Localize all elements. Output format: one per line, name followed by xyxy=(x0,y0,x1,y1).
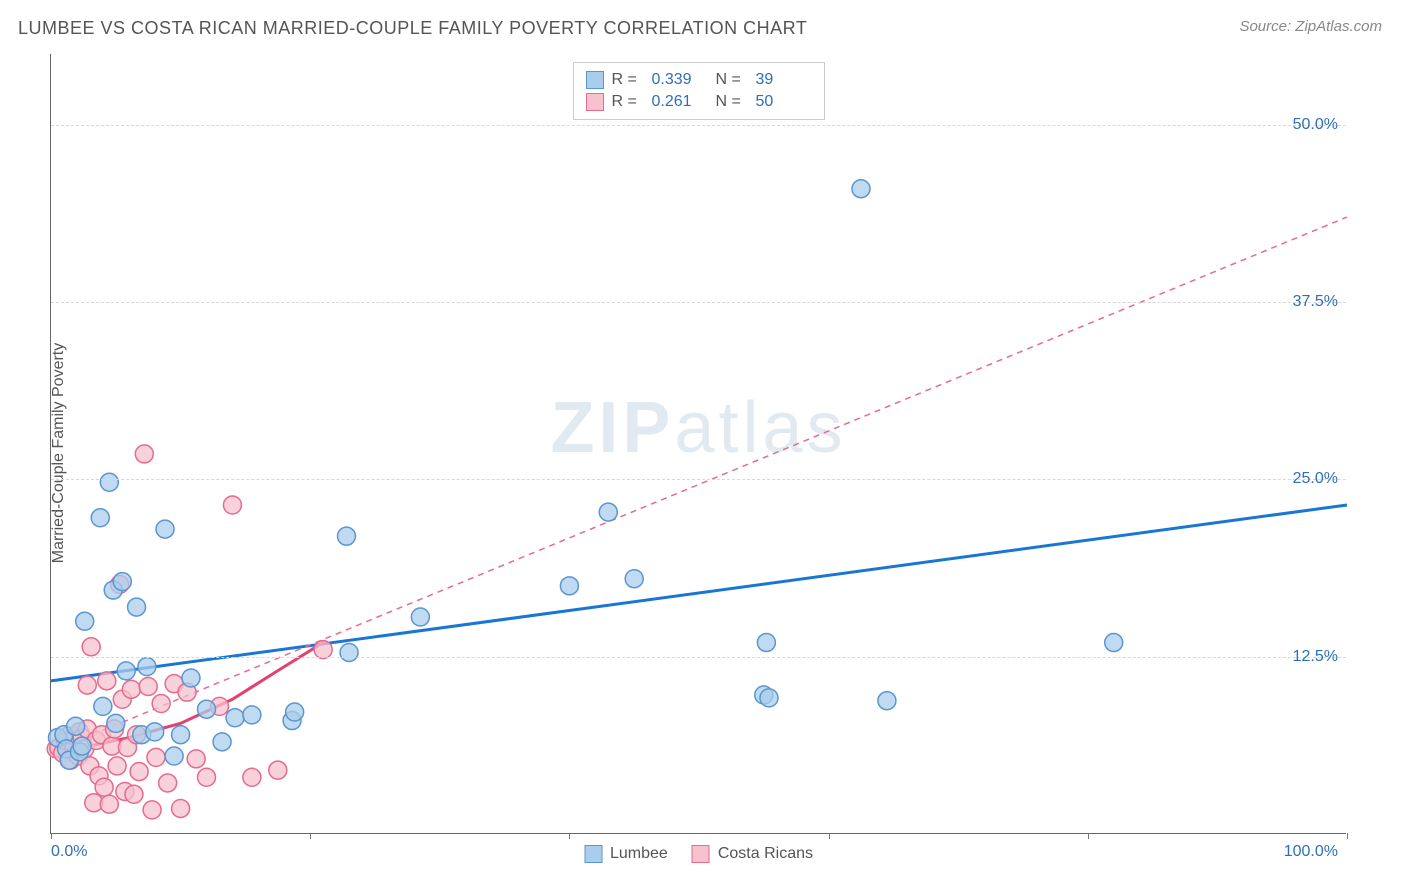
data-point xyxy=(198,700,216,718)
chart-svg xyxy=(51,54,1346,833)
data-point xyxy=(187,750,205,768)
data-point xyxy=(117,662,135,680)
data-point xyxy=(269,761,287,779)
data-point xyxy=(878,692,896,710)
legend-n-value: 50 xyxy=(756,93,812,111)
data-point xyxy=(76,612,94,630)
data-point xyxy=(138,658,156,676)
data-point xyxy=(125,785,143,803)
y-tick-label: 12.5% xyxy=(1293,648,1338,666)
data-point xyxy=(98,672,116,690)
data-point xyxy=(337,527,355,545)
data-point xyxy=(213,733,231,751)
gridline xyxy=(51,125,1346,126)
data-point xyxy=(560,577,578,595)
x-tick xyxy=(1347,833,1348,839)
gridline xyxy=(51,657,1346,658)
gridline xyxy=(51,479,1346,480)
series-legend-item: Lumbee xyxy=(584,845,668,863)
chart-header: LUMBEE VS COSTA RICAN MARRIED-COUPLE FAM… xyxy=(0,0,1406,47)
gridline xyxy=(51,302,1346,303)
data-point xyxy=(113,573,131,591)
x-tick xyxy=(569,833,570,839)
x-tick xyxy=(829,833,830,839)
data-point xyxy=(91,509,109,527)
data-point xyxy=(159,774,177,792)
legend-r-value: 0.261 xyxy=(652,93,708,111)
regression-line xyxy=(51,217,1347,752)
data-point xyxy=(146,723,164,741)
data-point xyxy=(100,473,118,491)
data-point xyxy=(625,570,643,588)
data-point xyxy=(67,717,85,735)
data-point xyxy=(182,669,200,687)
data-point xyxy=(135,445,153,463)
legend-swatch xyxy=(586,93,604,111)
data-point xyxy=(340,643,358,661)
data-point xyxy=(95,778,113,796)
data-point xyxy=(760,689,778,707)
x-axis-max-label: 100.0% xyxy=(1284,843,1338,861)
legend-row: R = 0.261 N = 50 xyxy=(586,91,812,113)
legend-n-label: N = xyxy=(716,93,748,111)
x-axis-min-label: 0.0% xyxy=(51,843,87,861)
series-legend-item: Costa Ricans xyxy=(692,845,813,863)
data-point xyxy=(852,180,870,198)
data-point xyxy=(78,676,96,694)
y-tick-label: 25.0% xyxy=(1293,470,1338,488)
legend-r-label: R = xyxy=(612,71,644,89)
data-point xyxy=(223,496,241,514)
series-legend-label: Costa Ricans xyxy=(718,845,813,863)
legend-n-value: 39 xyxy=(756,71,812,89)
data-point xyxy=(94,697,112,715)
chart-source: Source: ZipAtlas.com xyxy=(1239,18,1382,35)
legend-swatch xyxy=(692,845,710,863)
x-tick xyxy=(310,833,311,839)
data-point xyxy=(757,634,775,652)
x-tick xyxy=(51,833,52,839)
legend-swatch xyxy=(584,845,602,863)
data-point xyxy=(1105,634,1123,652)
data-point xyxy=(172,799,190,817)
data-point xyxy=(128,598,146,616)
data-point xyxy=(243,706,261,724)
x-tick xyxy=(1088,833,1089,839)
y-tick-label: 37.5% xyxy=(1293,293,1338,311)
data-point xyxy=(152,695,170,713)
data-point xyxy=(147,748,165,766)
data-point xyxy=(286,703,304,721)
regression-line xyxy=(51,505,1347,681)
data-point xyxy=(130,763,148,781)
series-legend-label: Lumbee xyxy=(610,845,668,863)
legend-r-value: 0.339 xyxy=(652,71,708,89)
chart-plot-area: Married-Couple Family Poverty ZIPatlas R… xyxy=(50,54,1346,834)
legend-swatch xyxy=(586,71,604,89)
y-tick-label: 50.0% xyxy=(1293,116,1338,134)
data-point xyxy=(139,678,157,696)
data-point xyxy=(122,680,140,698)
data-point xyxy=(165,747,183,765)
data-point xyxy=(100,795,118,813)
data-point xyxy=(82,638,100,656)
data-point xyxy=(411,608,429,626)
data-point xyxy=(143,801,161,819)
correlation-legend: R = 0.339 N = 39 R = 0.261 N = 50 xyxy=(573,62,825,120)
legend-r-label: R = xyxy=(612,93,644,111)
data-point xyxy=(108,757,126,775)
data-point xyxy=(226,709,244,727)
series-legend: Lumbee Costa Ricans xyxy=(584,845,813,863)
data-point xyxy=(156,520,174,538)
legend-row: R = 0.339 N = 39 xyxy=(586,69,812,91)
chart-title: LUMBEE VS COSTA RICAN MARRIED-COUPLE FAM… xyxy=(18,18,807,39)
data-point xyxy=(243,768,261,786)
data-point xyxy=(599,503,617,521)
data-point xyxy=(107,714,125,732)
data-point xyxy=(172,726,190,744)
data-point xyxy=(198,768,216,786)
data-point xyxy=(73,737,91,755)
legend-n-label: N = xyxy=(716,71,748,89)
